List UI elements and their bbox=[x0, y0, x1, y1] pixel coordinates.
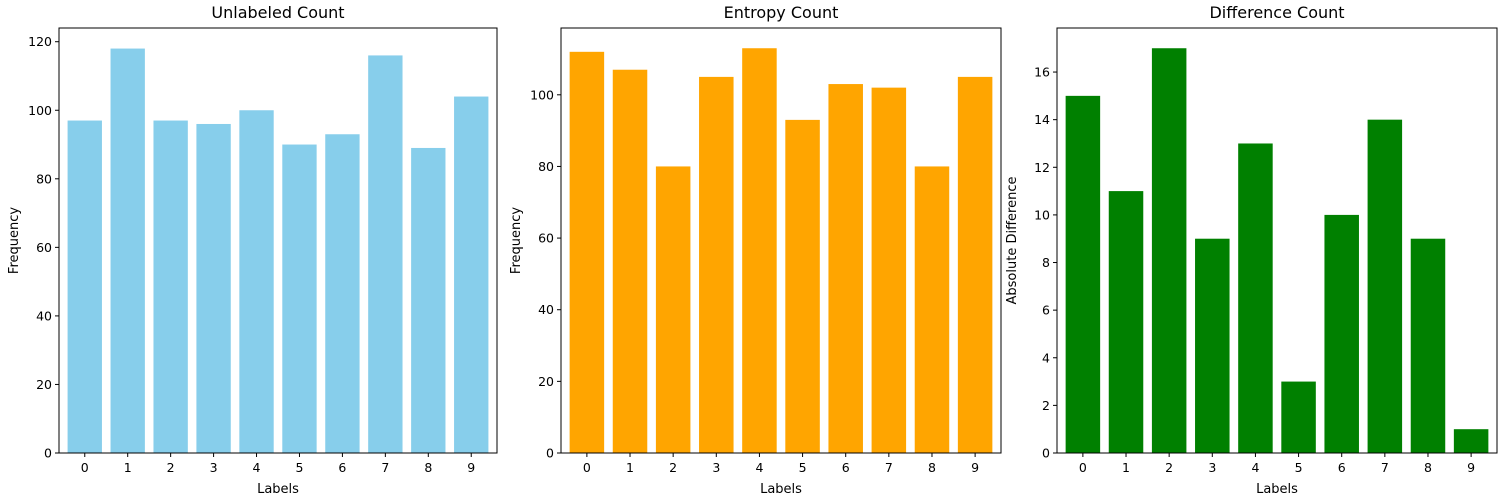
bar-1 bbox=[110, 48, 145, 454]
bar-8 bbox=[1410, 238, 1446, 453]
plot-frame bbox=[560, 27, 1002, 454]
x-tick-label: 3 bbox=[712, 460, 720, 475]
y-tick-label: 80 bbox=[36, 171, 52, 186]
chart-title: Entropy Count bbox=[724, 3, 839, 22]
x-tick-label: 9 bbox=[1467, 460, 1475, 475]
x-tick-label: 0 bbox=[583, 460, 591, 475]
x-tick-label: 1 bbox=[124, 460, 132, 475]
plot-frame bbox=[58, 27, 498, 454]
y-axis-label: Frequency bbox=[509, 207, 524, 274]
bar-9 bbox=[454, 96, 489, 454]
x-tick-label: 0 bbox=[81, 460, 89, 475]
bar-0 bbox=[67, 120, 102, 453]
x-axis-label: Labels bbox=[760, 482, 802, 497]
chart-title: Difference Count bbox=[1209, 3, 1344, 22]
bar-6 bbox=[325, 134, 360, 453]
x-tick-label: 7 bbox=[885, 460, 893, 475]
y-tick-label: 14 bbox=[1034, 112, 1050, 127]
y-tick-label: 0 bbox=[546, 446, 554, 461]
y-tick-label: 6 bbox=[1042, 303, 1050, 318]
y-tick-label: 0 bbox=[44, 446, 52, 461]
y-tick-label: 8 bbox=[1042, 255, 1050, 270]
chart-title: Unlabeled Count bbox=[211, 3, 344, 22]
y-tick-label: 4 bbox=[1042, 350, 1050, 365]
y-tick-label: 20 bbox=[36, 377, 52, 392]
bar-5 bbox=[785, 119, 820, 453]
bar-8 bbox=[914, 166, 950, 453]
bar-1 bbox=[612, 69, 648, 453]
bar-2 bbox=[153, 120, 188, 453]
bar-3 bbox=[196, 123, 231, 453]
bar-3 bbox=[699, 76, 734, 453]
bar-4 bbox=[239, 110, 274, 453]
y-tick-label: 60 bbox=[36, 240, 52, 255]
x-tick-label: 6 bbox=[842, 460, 850, 475]
bar-7 bbox=[871, 87, 907, 453]
plot-frame bbox=[1056, 27, 1498, 454]
y-tick-label: 20 bbox=[538, 374, 554, 389]
x-tick-label: 8 bbox=[424, 460, 432, 475]
x-tick-label: 5 bbox=[799, 460, 807, 475]
x-tick-label: 5 bbox=[295, 460, 303, 475]
chart-panel-0: 0 1 2 3 4 5 6 7 8 9 0 20 40 60 80 100 120 Unlabeled Count… bbox=[7, 3, 498, 497]
bar-9 bbox=[1453, 429, 1489, 453]
bar-0 bbox=[569, 51, 605, 453]
x-tick-label: 6 bbox=[1338, 460, 1346, 475]
x-tick-label: 1 bbox=[626, 460, 634, 475]
x-tick-label: 2 bbox=[167, 460, 175, 475]
x-tick-label: 4 bbox=[253, 460, 261, 475]
bar-7 bbox=[368, 55, 403, 454]
y-tick-label: 40 bbox=[538, 302, 554, 317]
x-tick-label: 2 bbox=[669, 460, 677, 475]
x-tick-label: 2 bbox=[1165, 460, 1173, 475]
x-tick-label: 0 bbox=[1079, 460, 1087, 475]
y-tick-label: 2 bbox=[1042, 398, 1050, 413]
y-tick-label: 0 bbox=[1042, 446, 1050, 461]
x-tick-label: 7 bbox=[1381, 460, 1389, 475]
y-axis-label: Frequency bbox=[7, 207, 22, 274]
y-tick-label: 16 bbox=[1034, 65, 1050, 80]
bar-6 bbox=[1324, 214, 1359, 453]
bar-7 bbox=[1367, 119, 1403, 454]
y-tick-label: 100 bbox=[530, 87, 554, 102]
y-tick-label: 12 bbox=[1034, 160, 1050, 175]
bar-2 bbox=[655, 166, 691, 453]
x-tick-label: 3 bbox=[210, 460, 218, 475]
y-tick-label: 60 bbox=[538, 231, 554, 246]
x-tick-label: 4 bbox=[755, 460, 763, 475]
x-tick-label: 4 bbox=[1251, 460, 1259, 475]
bar-2 bbox=[1151, 48, 1187, 454]
bar-1 bbox=[1108, 191, 1144, 453]
x-axis-label: Labels bbox=[1256, 482, 1298, 497]
x-tick-label: 1 bbox=[1122, 460, 1130, 475]
bar-9 bbox=[957, 76, 993, 453]
bar-5 bbox=[282, 144, 317, 453]
x-tick-label: 8 bbox=[1424, 460, 1432, 475]
y-axis-label: Absolute Difference bbox=[1005, 177, 1020, 305]
bar-3 bbox=[1195, 238, 1230, 453]
y-tick-label: 120 bbox=[28, 34, 52, 49]
bar-5 bbox=[1281, 381, 1316, 453]
y-tick-label: 10 bbox=[1034, 207, 1050, 222]
y-tick-label: 100 bbox=[28, 103, 52, 118]
bar-4 bbox=[742, 48, 777, 454]
x-tick-label: 3 bbox=[1208, 460, 1216, 475]
x-axis-label: Labels bbox=[257, 482, 299, 497]
bar-0 bbox=[1065, 95, 1101, 454]
x-tick-label: 7 bbox=[381, 460, 389, 475]
x-tick-label: 9 bbox=[971, 460, 979, 475]
y-tick-label: 80 bbox=[538, 159, 554, 174]
bar-6 bbox=[828, 84, 863, 453]
x-tick-label: 9 bbox=[467, 460, 475, 475]
chart-panel-1: 0 1 2 3 4 5 6 7 8 9 0 20 40 60 80 100 Entropy Count Label… bbox=[509, 3, 1002, 497]
x-tick-label: 8 bbox=[928, 460, 936, 475]
y-tick-label: 40 bbox=[36, 308, 52, 323]
x-tick-label: 5 bbox=[1295, 460, 1303, 475]
bar-4 bbox=[1238, 143, 1273, 454]
bar-8 bbox=[411, 147, 446, 453]
x-tick-label: 6 bbox=[338, 460, 346, 475]
